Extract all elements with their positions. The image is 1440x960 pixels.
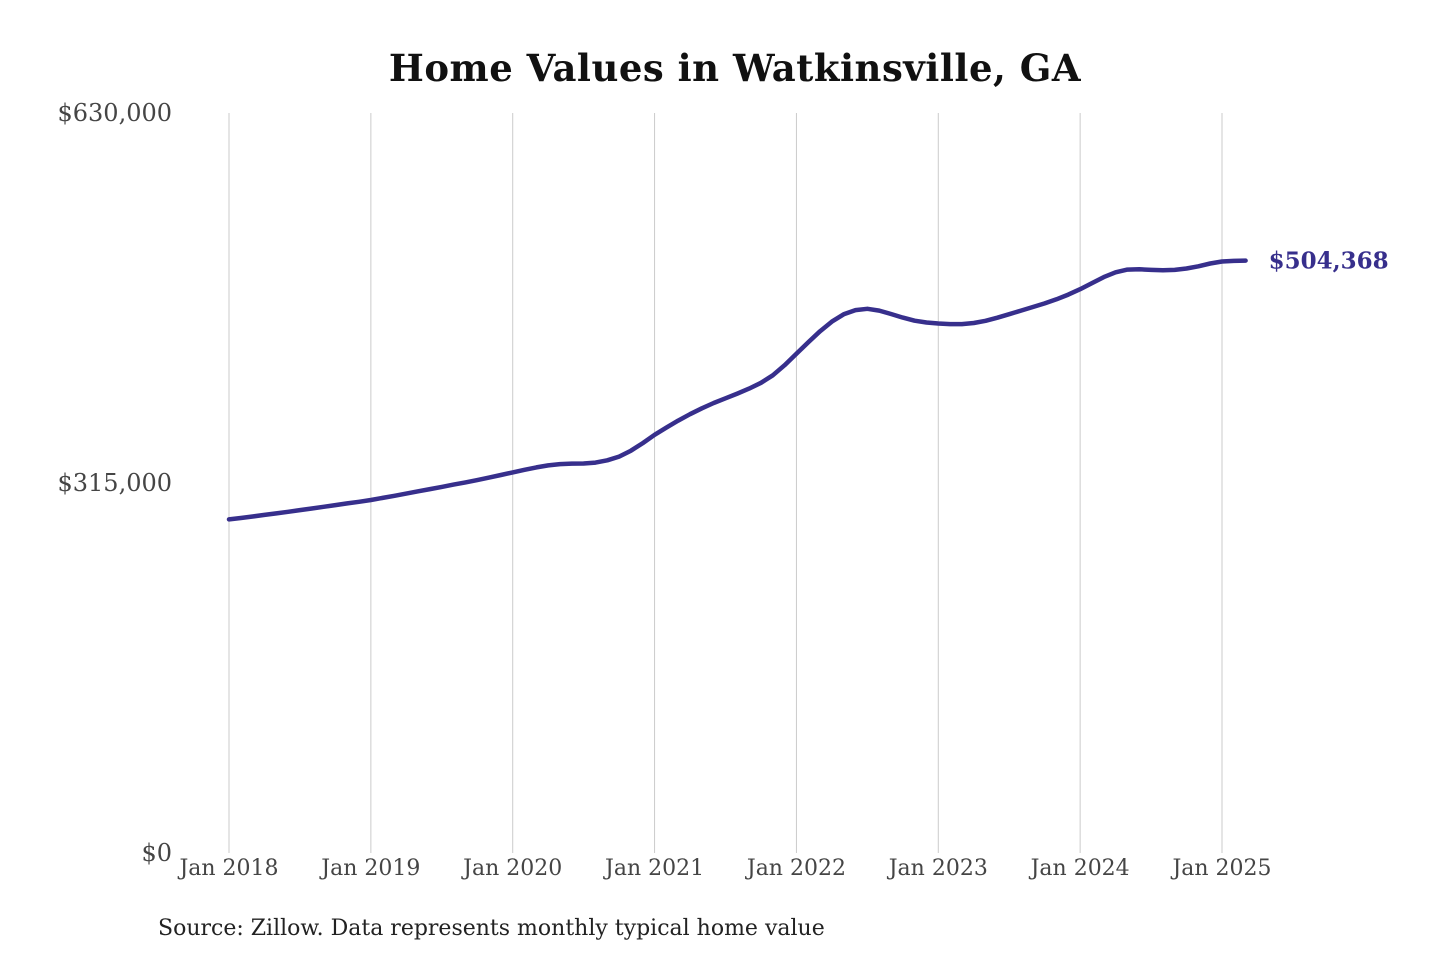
- x-axis-tick-label: Jan 2022: [746, 856, 846, 881]
- x-axis-tick-label: Jan 2019: [321, 856, 421, 881]
- source-note: Source: Zillow. Data represents monthly …: [158, 916, 825, 941]
- latest-value-label: $504,368: [1268, 247, 1389, 275]
- x-axis-tick-label: Jan 2023: [888, 856, 988, 881]
- y-axis-tick-label: $315,000: [57, 469, 172, 497]
- x-axis-tick-label: Jan 2024: [1030, 856, 1130, 881]
- y-axis-tick-label: $0: [141, 839, 172, 867]
- x-axis-tick-label: Jan 2020: [463, 856, 563, 881]
- home-value-line: [226, 258, 1248, 522]
- x-axis-tick-label: Jan 2025: [1172, 856, 1272, 881]
- chart-title: Home Values in Watkinsville, GA: [388, 46, 1082, 90]
- x-axis-tick-label: Jan 2018: [179, 856, 279, 881]
- x-axis-tick-label: Jan 2021: [605, 856, 705, 881]
- y-axis-tick-label: $630,000: [57, 99, 172, 127]
